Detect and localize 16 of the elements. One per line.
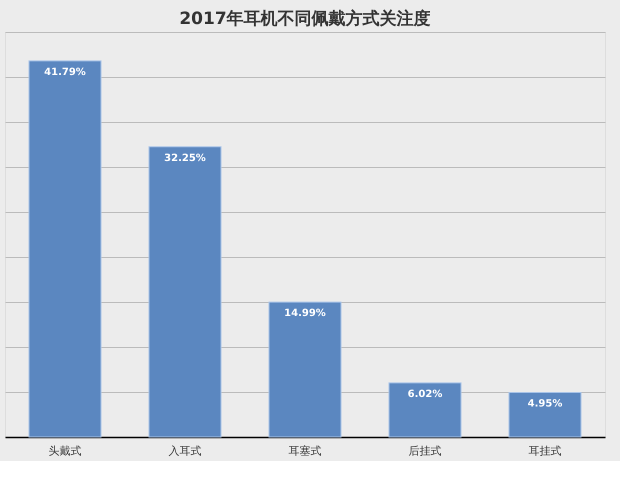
data-label: 14.99% (284, 308, 326, 320)
bar (268, 302, 342, 438)
chart-title: 2017年耳机不同佩戴方式关注度 (179, 9, 431, 29)
x-tick-label: 耳塞式 (288, 444, 322, 458)
x-tick-label: 头戴式 (48, 444, 82, 458)
x-tick-label: 入耳式 (168, 444, 202, 458)
x-tick-label: 后挂式 (408, 444, 442, 458)
x-tick-label: 耳挂式 (528, 444, 562, 458)
data-label: 4.95% (528, 398, 562, 410)
bar (148, 146, 222, 438)
data-label: 41.79% (44, 66, 86, 78)
data-label: 32.25% (164, 152, 206, 164)
data-label: 6.02% (408, 388, 442, 400)
bar (388, 382, 462, 438)
bar (508, 392, 582, 438)
bar (28, 60, 102, 438)
